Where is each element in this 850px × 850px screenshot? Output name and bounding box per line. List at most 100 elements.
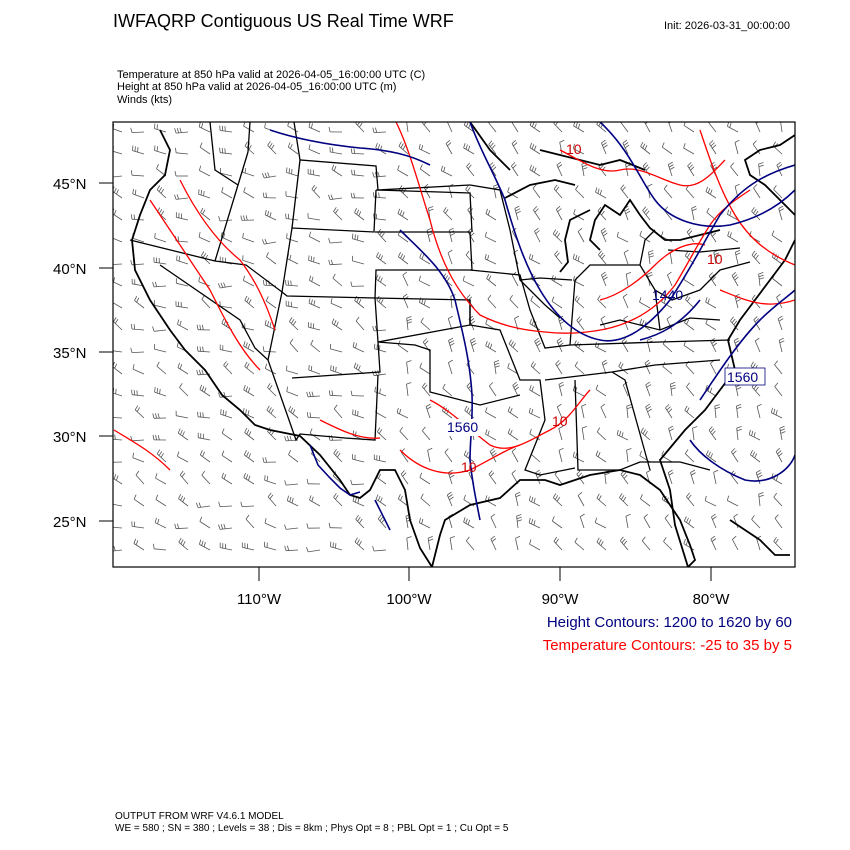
wind-barb-staff (289, 321, 299, 331)
wind-barb-staff (406, 362, 409, 375)
wind-barb-feather (264, 209, 267, 215)
wind-barb-feather (428, 206, 434, 209)
wind-barb-staff (532, 188, 541, 199)
wind-barb-feather (670, 384, 676, 388)
wind-barb-feather (289, 435, 292, 441)
wind-barb-feather (114, 363, 118, 369)
wind-barb-staff (484, 258, 497, 265)
wind-barb-feather (311, 276, 314, 282)
wind-barb-feather (686, 253, 691, 258)
wind-barb-feather (374, 386, 376, 392)
wind-barb-staff (427, 538, 431, 551)
wind-barb-feather (645, 362, 651, 366)
wind-barb-staff (690, 472, 695, 485)
wind-barb-feather (555, 360, 560, 365)
wind-barb-feather (332, 366, 335, 372)
wind-barb-feather (179, 470, 184, 476)
wind-barb-staff (354, 300, 365, 309)
wind-barb-staff (242, 171, 255, 177)
wind-barb-feather (115, 475, 119, 481)
wind-barb-staff (686, 496, 695, 507)
wind-barb-feather (510, 341, 514, 347)
wind-barb-staff (511, 143, 519, 155)
wind-barb-feather (533, 167, 537, 173)
wind-barb-feather (182, 497, 186, 503)
wind-barb-staff (581, 406, 585, 419)
wind-barb-feather (755, 386, 759, 392)
wind-barb-staff (755, 472, 761, 485)
wind-barb-staff (490, 516, 497, 529)
wind-barb-feather (552, 493, 557, 498)
wind-barb-staff (374, 175, 387, 178)
wind-barb-feather (244, 167, 247, 174)
wind-barb-staff (685, 299, 695, 309)
wind-barb-staff (265, 214, 277, 221)
wind-barb-feather (559, 320, 565, 324)
wind-barb-feather (378, 253, 381, 259)
wind-barb-feather (262, 346, 265, 352)
wind-barb-staff (397, 344, 409, 353)
wind-barb-feather (223, 474, 227, 480)
wind-barb-staff (706, 454, 717, 463)
wind-barb-staff (529, 169, 541, 177)
wind-barb-feather (509, 429, 513, 435)
wind-barb-staff (308, 260, 321, 265)
wind-barb-staff (648, 252, 651, 265)
wind-barb-staff (177, 323, 189, 331)
wind-barb-feather (512, 164, 517, 169)
wind-barb-staff (307, 395, 321, 398)
wind-barb-feather (732, 450, 737, 455)
wind-barb-feather (407, 321, 413, 324)
wind-barb-staff (509, 299, 519, 309)
wind-barb-staff (113, 503, 123, 507)
wind-barb-staff (308, 549, 321, 553)
wind-barb-feather (335, 208, 339, 214)
wind-barb-feather (133, 538, 137, 544)
wind-barb-staff (485, 213, 497, 221)
wind-barb-staff (199, 126, 211, 133)
wind-barb-feather (489, 142, 494, 147)
wind-barb-feather (712, 342, 718, 347)
wind-barb-feather (448, 337, 454, 341)
wind-barb-feather (177, 236, 180, 242)
wind-barb-staff (639, 235, 651, 243)
wind-barb-feather (156, 164, 159, 169)
wind-barb-feather (269, 494, 274, 500)
wind-barb-feather (427, 536, 433, 539)
wind-barb-feather (328, 522, 331, 528)
wind-barb-feather (218, 501, 221, 507)
wind-barb-feather (535, 230, 540, 235)
wind-barb-staff (463, 521, 475, 529)
wind-barb-feather (733, 337, 739, 341)
wind-barb-feather (596, 537, 600, 543)
wind-barb-feather (665, 404, 670, 409)
wind-barb-feather (622, 293, 628, 298)
wind-barb-feather (419, 252, 422, 258)
wind-barb-staff (529, 412, 541, 419)
wind-barb-feather (287, 545, 290, 551)
wind-barb-feather (578, 472, 582, 477)
wind-barb-staff (553, 123, 563, 133)
wind-barb-feather (780, 431, 786, 434)
wind-barb-feather (306, 391, 309, 397)
wind-barb-feather (199, 324, 201, 330)
wind-barb-feather (535, 469, 540, 474)
wind-barb-feather (265, 296, 269, 302)
wind-barb-feather (397, 165, 400, 171)
wind-barb-feather (427, 447, 433, 451)
wind-barb-feather (553, 184, 558, 190)
wind-barb-feather (626, 406, 632, 410)
wind-barb-feather (644, 164, 649, 169)
wind-barb-feather (686, 319, 690, 325)
wind-barb-feather (485, 340, 488, 346)
wind-barb-staff (727, 500, 739, 507)
wind-barb-staff (199, 521, 211, 529)
wind-barb-staff (443, 211, 453, 221)
wind-barb-feather (406, 382, 412, 385)
wind-barb-staff (287, 500, 299, 507)
wind-barb-staff (376, 256, 387, 265)
wind-barb-feather (308, 122, 311, 128)
wind-barb-feather (376, 427, 381, 433)
wind-barb-staff (423, 187, 431, 199)
wind-barb-feather (290, 407, 294, 413)
